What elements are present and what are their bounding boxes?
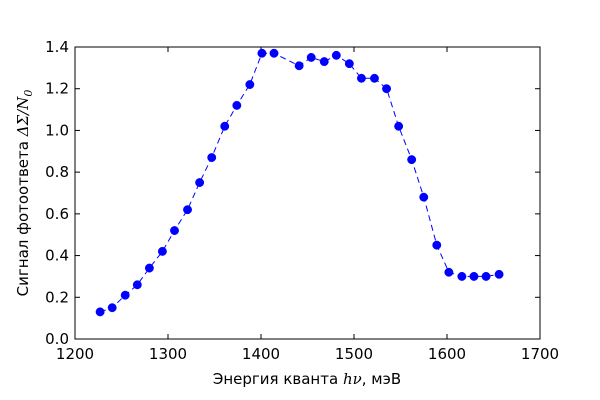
x-tick-label: 1500 <box>335 345 373 363</box>
data-point <box>257 48 267 58</box>
y-axis-label: Сигнал фотоответа ΔΣ/N0 <box>14 90 35 297</box>
data-point <box>457 271 467 281</box>
y-tick-label: 0.4 <box>45 247 69 265</box>
data-point <box>195 178 205 188</box>
data-point <box>220 121 230 131</box>
data-point <box>382 84 391 94</box>
data-point <box>120 290 130 300</box>
y-tick-label: 0.0 <box>45 330 69 348</box>
data-point <box>494 269 504 279</box>
data-point <box>157 246 167 256</box>
data-point <box>331 50 341 60</box>
x-axis-label: Энергия кванта hν, мэВ <box>213 370 401 388</box>
data-point <box>132 280 142 290</box>
data-point <box>183 205 192 215</box>
data-point <box>419 192 429 202</box>
data-point <box>269 48 279 58</box>
y-tick-label: 1.0 <box>45 121 69 139</box>
ticks <box>74 46 541 340</box>
data-point <box>370 73 379 83</box>
tick-labels: 1200 1300 1400 1500 1600 1700 0.0 0.2 0.4 0.6 0.8 1… <box>45 38 559 363</box>
data-point <box>207 153 217 162</box>
y-tick-label: 0.8 <box>45 163 69 181</box>
data-point <box>444 267 454 277</box>
data-point <box>344 59 354 69</box>
data-point <box>232 100 242 110</box>
x-tick-label: 1200 <box>56 345 94 363</box>
data-point <box>469 271 479 281</box>
x-tick-label: 1400 <box>242 345 280 363</box>
y-tick-label: 1.2 <box>45 80 69 98</box>
data-point <box>294 61 304 71</box>
data-point <box>356 73 366 83</box>
data-point <box>481 271 491 281</box>
y-tick-label: 0.6 <box>45 205 69 223</box>
data-point <box>432 240 442 250</box>
x-tick-label: 1600 <box>428 345 466 363</box>
data-point <box>107 303 117 313</box>
plot-area <box>74 46 541 340</box>
data-point <box>319 57 329 67</box>
data-point <box>306 52 316 62</box>
x-tick-label: 1300 <box>149 345 187 363</box>
x-tick-label: 1700 <box>521 345 559 363</box>
data-point <box>170 226 179 235</box>
data-point <box>95 307 105 317</box>
series <box>95 48 504 317</box>
data-point <box>144 263 154 273</box>
data-point <box>245 80 255 89</box>
data-point <box>394 121 404 131</box>
y-tick-label: 1.4 <box>45 38 69 56</box>
data-point <box>407 155 417 165</box>
y-tick-label: 0.2 <box>45 288 69 306</box>
